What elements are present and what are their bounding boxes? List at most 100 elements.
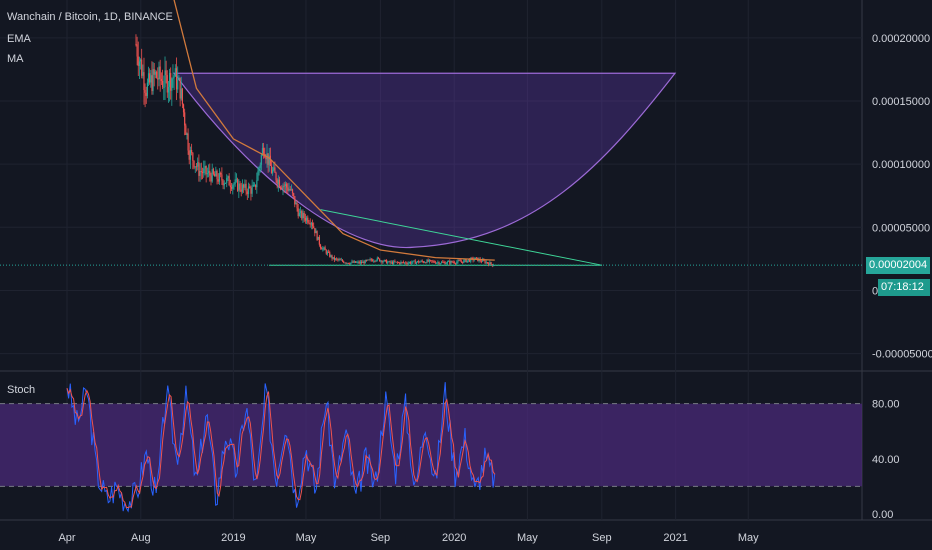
candle-body [305, 217, 308, 221]
candle-body [250, 188, 252, 194]
candle-body [492, 265, 495, 267]
candle-body [174, 68, 176, 77]
candle-body [163, 87, 165, 88]
candle-body [144, 90, 146, 93]
price-tick-label: 0.00005000 [872, 222, 930, 234]
candle-body [308, 222, 310, 224]
candle-body [367, 259, 369, 261]
candle-body [205, 165, 207, 175]
candle-body [439, 263, 441, 265]
time-tick-label: Aug [131, 532, 151, 544]
candle-body [337, 258, 339, 260]
candle-body [450, 261, 452, 264]
stoch-tick-label: 0.00 [872, 509, 893, 521]
candle-body [265, 157, 267, 160]
candle-body [430, 259, 432, 261]
stoch-legend[interactable]: Stoch [7, 384, 36, 396]
candle-body [244, 183, 246, 188]
candle-body [209, 170, 211, 176]
candle-body [401, 261, 403, 263]
candle-body [416, 261, 419, 263]
candle-body [425, 262, 427, 264]
candle-body [426, 259, 428, 264]
candle-body [194, 166, 196, 168]
candle-body [210, 175, 212, 182]
candle-body [278, 179, 281, 187]
candle-body [217, 179, 219, 182]
candle-body [251, 186, 253, 194]
candle-body [309, 223, 311, 225]
candle-body [302, 212, 304, 219]
candle-body [445, 263, 447, 265]
ema-path [173, 0, 495, 261]
candle-body [371, 260, 374, 262]
candle-body [451, 261, 453, 263]
last-price-tag: 0.00002004 [866, 257, 930, 275]
candle-body [471, 258, 473, 259]
rounding-bottom-pattern[interactable] [172, 72, 677, 249]
candle-body [388, 261, 390, 263]
candle-body [258, 167, 260, 172]
candle-body [192, 152, 194, 161]
candle-body [470, 258, 472, 262]
candle-body [298, 212, 300, 217]
stoch-tick-label: 80.00 [872, 399, 900, 411]
candle-body [182, 104, 185, 113]
candle-body [383, 259, 385, 262]
ma-legend[interactable]: MA [7, 53, 24, 65]
candle-body [310, 223, 313, 225]
candle-body [474, 257, 476, 260]
candle-body [393, 261, 395, 265]
candle-body [377, 257, 380, 259]
candle-body [232, 185, 234, 189]
candle-body [484, 260, 486, 264]
candle-body [276, 180, 278, 185]
candle-body [442, 261, 444, 263]
candle-body [407, 262, 409, 264]
candle-body [218, 172, 221, 182]
candle-body [467, 259, 470, 261]
candle-body [261, 148, 264, 156]
candle-body [188, 150, 190, 160]
candle-body [233, 183, 235, 186]
symbol-title[interactable]: Wanchain / Bitcoin, 1D, BINANCE [7, 11, 173, 23]
candle-body [243, 184, 245, 188]
candle-body [438, 262, 440, 264]
ema-legend[interactable]: EMA [7, 33, 31, 45]
candle-body [352, 261, 354, 263]
time-tick-label: 2020 [442, 532, 466, 544]
candle-body [146, 82, 148, 96]
candle-body [179, 77, 181, 99]
candle-body [268, 155, 270, 165]
candle-body [259, 164, 261, 168]
candle-body [181, 88, 184, 105]
candle-body [346, 262, 348, 264]
candle-body [379, 258, 381, 262]
candle-body [247, 186, 250, 194]
candle-body [444, 262, 446, 265]
rounding-bottom-area [172, 72, 677, 249]
candle-body [294, 196, 296, 205]
candle-body [348, 263, 351, 265]
candle-body [350, 262, 352, 265]
candle-body [175, 68, 178, 90]
axes: 0.00020000 0.00015000 0.00010000 0.00005000… [58, 33, 932, 544]
candle-body [427, 259, 429, 262]
candle-body [270, 165, 273, 174]
candle-body [443, 262, 445, 263]
candle-body [368, 259, 370, 261]
candle-body [369, 259, 371, 261]
candle-body [172, 77, 174, 79]
candle-body [288, 189, 290, 191]
candle-body [331, 255, 333, 259]
candle-body [489, 262, 491, 265]
candle-body [299, 211, 302, 213]
candle-body [263, 148, 265, 154]
candle-body [277, 179, 279, 185]
candle-body [316, 231, 318, 240]
candle-body [338, 259, 340, 261]
candle-body [211, 169, 213, 182]
candle-body [400, 261, 402, 264]
candle-body [269, 155, 271, 166]
